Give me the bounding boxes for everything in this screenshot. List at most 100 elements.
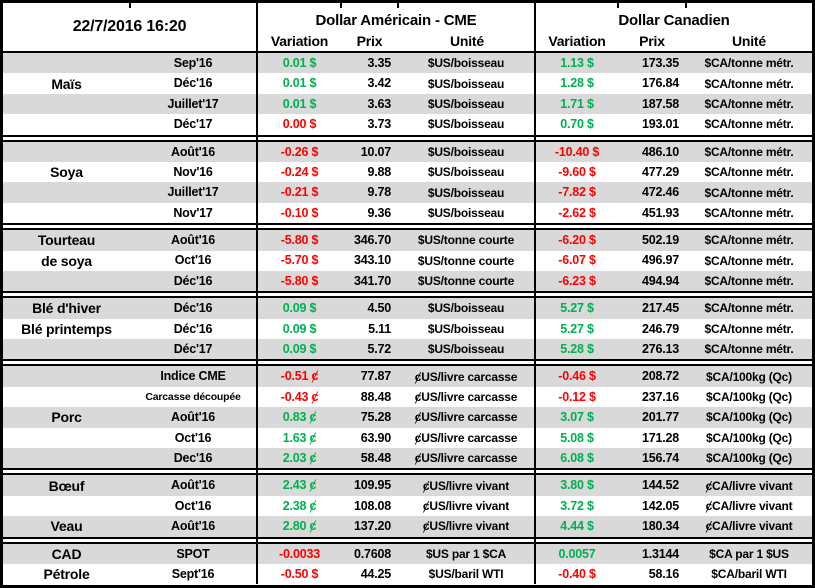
ca-price: 502.19 <box>641 233 679 248</box>
column-tick <box>340 3 342 8</box>
us-unit: $US/boisseau <box>398 182 536 203</box>
column-tick <box>129 3 131 8</box>
contract-month: Août'16 <box>130 230 258 251</box>
us-price: 137.20 <box>353 519 391 534</box>
us-variation: -0.51 ȼ <box>280 369 319 384</box>
us-unit: $US/boisseau <box>398 202 536 224</box>
us-price: 75.28 <box>360 410 391 425</box>
us-unit: $US/tonne courte <box>398 270 536 292</box>
table-row: Dec'16 2.03 ȼ 58.48 ȼUS/livre carcasse 6… <box>3 448 812 469</box>
table-row: Maïs Déc'16 0.01 $ 3.42 $US/boisseau 1.2… <box>3 73 812 94</box>
us-unit: $US/boisseau <box>398 318 536 340</box>
ca-price: 451.93 <box>641 205 679 220</box>
us-unit: $US/boisseau <box>398 161 536 183</box>
us-variation: 0.01 $ <box>282 96 317 111</box>
table-row: Août'16 -0.26 $ 10.07 $US/boisseau -10.4… <box>3 141 812 162</box>
ca-price-header: Prix <box>639 32 665 49</box>
us-price: 9.78 <box>367 185 391 200</box>
contract-month: Nov'17 <box>130 202 258 224</box>
us-variation: 0.83 ȼ <box>282 410 317 425</box>
us-section-title: Dollar Américain - CME <box>258 3 536 30</box>
table-row: Tourteau Août'16 -5.80 $ 346.70 $US/tonn… <box>3 230 812 251</box>
us-variation: 2.80 ȼ <box>282 519 317 534</box>
us-price: 58.48 <box>360 450 391 465</box>
us-unit: ȼUS/livre vivant <box>398 516 536 537</box>
us-unit: ȼUS/livre carcasse <box>398 407 536 428</box>
table-row: Bœuf Août'16 2.43 ȼ 109.95 ȼUS/livre viv… <box>3 475 812 496</box>
contract-month: Août'16 <box>130 475 258 496</box>
contract-month: Sept'16 <box>130 563 258 585</box>
us-unit: ȼUS/livre carcasse <box>398 366 536 387</box>
section-separator <box>3 536 812 544</box>
contract-month: Oct'16 <box>130 250 258 271</box>
us-price: 5.11 <box>368 321 391 336</box>
table-row: Oct'16 2.38 ȼ 108.08 ȼUS/livre vivant 3.… <box>3 495 812 517</box>
table-row: Déc'16 -5.80 $ 341.70 $US/tonne courte -… <box>3 270 812 292</box>
us-variation: -0.10 $ <box>280 205 319 220</box>
us-variation: 2.38 ȼ <box>282 498 317 513</box>
ca-price: 58.16 <box>648 566 679 581</box>
section-separator <box>3 223 812 231</box>
table-row: Oct'16 1.63 ȼ 63.90 ȼUS/livre carcasse 5… <box>3 427 812 449</box>
contract-month: Déc'17 <box>130 339 258 360</box>
us-unit: $US/baril WTI <box>398 563 536 585</box>
us-variation: -5.80 $ <box>280 273 319 288</box>
us-price: 0.7608 <box>353 546 391 561</box>
us-price: 44.25 <box>360 566 391 581</box>
contract-month: Août'16 <box>130 516 258 537</box>
ca-unit: $CA/tonne métr. <box>704 96 794 111</box>
us-variation-header: Variation <box>270 32 329 49</box>
ca-price: 208.72 <box>641 369 679 384</box>
us-variation: -0.50 $ <box>280 566 319 581</box>
table-row: Pétrole Sept'16 -0.50 $ 44.25 $US/baril … <box>3 563 812 585</box>
us-variation: -0.26 $ <box>280 144 319 159</box>
us-unit: ȼUS/livre vivant <box>398 475 536 496</box>
ca-unit: $CA/100kg (Qc) <box>706 410 792 425</box>
ca-price: 187.58 <box>641 96 679 111</box>
ca-unit: $CA/tonne métr. <box>704 253 794 268</box>
us-price: 3.42 <box>367 76 391 91</box>
us-price: 343.10 <box>353 253 391 268</box>
contract-month: Indice CME <box>130 366 258 387</box>
commodity-label: de soya <box>41 252 92 269</box>
commodity-label: Veau <box>50 518 83 535</box>
us-variation: -0.24 $ <box>280 164 319 179</box>
column-tick <box>685 3 687 8</box>
us-variation: -0.43 ȼ <box>280 389 319 404</box>
contract-month: Juillet'17 <box>130 93 258 115</box>
ca-unit: ȼCA/livre vivant <box>705 499 793 513</box>
us-price: 63.90 <box>360 430 391 445</box>
ca-unit: $CA/tonne métr. <box>704 56 794 71</box>
us-variation: 0.09 $ <box>282 321 317 336</box>
table-row: Déc'17 0.09 $ 5.72 $US/boisseau 5.28 $ 2… <box>3 339 812 360</box>
ca-variation: -0.46 $ <box>558 369 596 384</box>
us-variation: -5.80 $ <box>280 233 319 248</box>
column-tick <box>397 3 399 8</box>
contract-month: Nov'16 <box>130 161 258 183</box>
ca-price: 472.46 <box>641 185 679 200</box>
ca-subheader-row: Variation Prix Unité <box>536 30 812 51</box>
ca-price: 144.52 <box>641 478 679 493</box>
ca-unit: $CA par 1 $US <box>709 546 789 561</box>
us-price: 341.70 <box>353 273 391 288</box>
ca-variation: -0.12 $ <box>558 389 596 404</box>
ca-unit: $CA/tonne métr. <box>704 205 794 220</box>
ca-price: 180.34 <box>641 519 679 534</box>
commodity-label: Pétrole <box>43 566 90 583</box>
us-unit: ȼUS/livre carcasse <box>398 386 536 408</box>
contract-month: SPOT <box>130 543 258 564</box>
ca-price: 201.77 <box>641 410 679 425</box>
us-unit: $US par 1 $CA <box>398 543 536 564</box>
ca-price: 176.84 <box>641 76 679 91</box>
table-row: Nov'17 -0.10 $ 9.36 $US/boisseau -2.62 $… <box>3 202 812 224</box>
ca-variation: 5.08 $ <box>560 430 594 445</box>
table-row: Porc Août'16 0.83 ȼ 75.28 ȼUS/livre carc… <box>3 407 812 428</box>
contract-month: Déc'17 <box>130 114 258 135</box>
column-tick <box>617 3 619 8</box>
ca-variation: -0.40 $ <box>558 566 596 581</box>
table-row: Juillet'17 0.01 $ 3.63 $US/boisseau 1.71… <box>3 93 812 115</box>
contract-month: Déc'16 <box>130 298 258 319</box>
us-unit-header: Unité <box>449 32 484 49</box>
ca-variation: 0.0057 <box>558 546 596 561</box>
